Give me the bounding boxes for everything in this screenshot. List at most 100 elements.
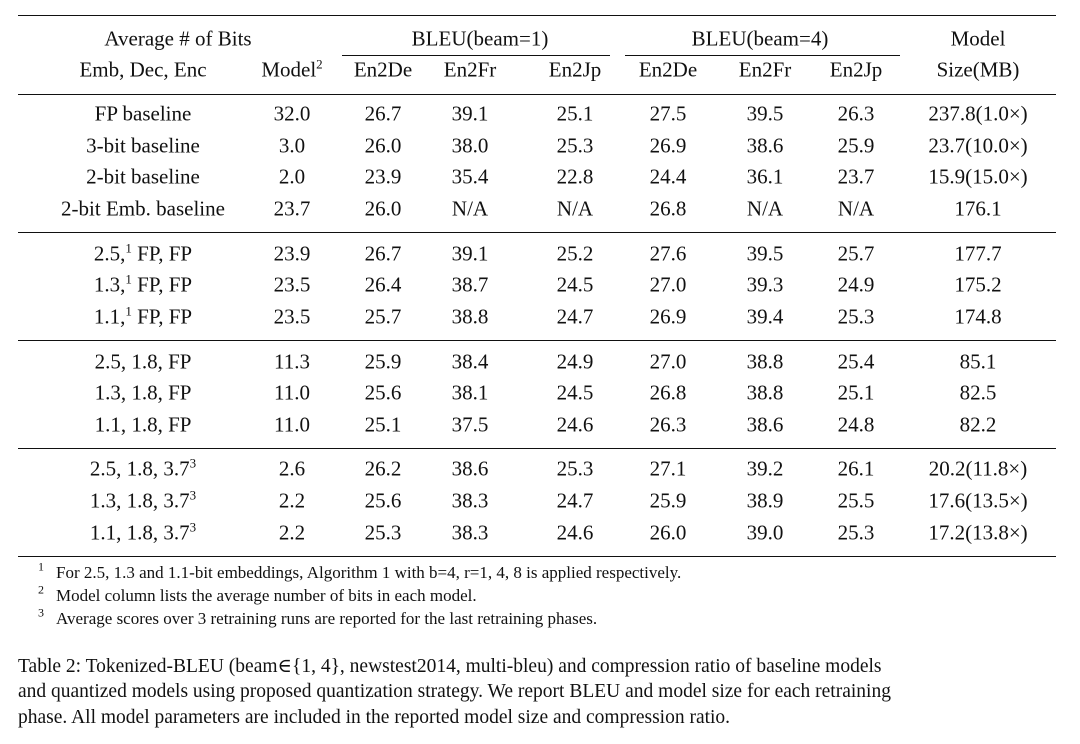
footnote-ref: 1 bbox=[125, 271, 132, 287]
table-cell: 11.0 bbox=[274, 380, 310, 405]
table-cell: 26.8 bbox=[649, 380, 687, 405]
table-cell: 1.1,1 FP, FP bbox=[93, 303, 193, 329]
table-cell: 2-bit baseline bbox=[86, 164, 200, 189]
table-cell: 25.6 bbox=[364, 380, 402, 405]
table-cell: 26.7 bbox=[364, 101, 402, 126]
column-header: En2Fr bbox=[738, 57, 792, 82]
table-cell: 25.7 bbox=[364, 304, 402, 329]
table-cell: 82.5 bbox=[959, 380, 997, 405]
table-cell: 24.7 bbox=[556, 488, 594, 513]
table-cell: 25.3 bbox=[837, 520, 875, 545]
table-cell: 26.7 bbox=[364, 241, 402, 266]
table-cell: 32.0 bbox=[273, 101, 311, 126]
table-cell: 26.1 bbox=[837, 456, 875, 481]
table-cell: 2.5,1 FP, FP bbox=[94, 240, 193, 266]
table-cell: 82.2 bbox=[959, 412, 997, 437]
table-cell: 26.0 bbox=[364, 133, 402, 158]
table-cell: 26.0 bbox=[649, 520, 687, 545]
column-header: En2De bbox=[638, 57, 698, 82]
table-cell: N/A bbox=[451, 196, 489, 221]
group-header: BLEU(beam=1) bbox=[411, 26, 549, 51]
table-cell: 39.1 bbox=[451, 241, 489, 266]
table-cell: 26.9 bbox=[649, 133, 687, 158]
table-cell: 176.1 bbox=[954, 196, 1002, 221]
table-cell: 1.3, 1.8, 3.73 bbox=[90, 489, 196, 512]
table-cell: 25.3 bbox=[837, 304, 875, 329]
table-cell: 38.0 bbox=[451, 133, 489, 158]
table-rule bbox=[625, 55, 900, 56]
table-cell: 1.3,1 FP, FP bbox=[93, 271, 193, 297]
cell-text: 1.1, 1.8, 3.7 bbox=[89, 520, 190, 545]
table-cell: 25.3 bbox=[364, 520, 402, 545]
table-cell: 38.6 bbox=[746, 133, 784, 158]
table-cell: 24.9 bbox=[837, 272, 875, 297]
table-cell: 25.7 bbox=[837, 241, 875, 266]
table-cell: 25.6 bbox=[364, 488, 402, 513]
footnote-ref: 3 bbox=[189, 455, 197, 471]
table-cell: 39.2 bbox=[746, 456, 784, 481]
table-rule bbox=[18, 447, 1056, 449]
column-header: En2Jp bbox=[829, 57, 883, 82]
table-cell: 26.3 bbox=[837, 101, 875, 126]
table-cell: 38.6 bbox=[746, 412, 784, 437]
table-cell: 17.6(13.5×) bbox=[928, 488, 1028, 513]
column-header: Size(MB) bbox=[936, 57, 1020, 82]
table-cell: 25.4 bbox=[837, 349, 875, 373]
footnote-ref: 3 bbox=[189, 519, 197, 535]
table-cell: 25.1 bbox=[364, 412, 402, 437]
footnote-ref: 1 bbox=[125, 240, 132, 256]
table-cell: 177.7 bbox=[954, 241, 1002, 266]
table-cell: 37.5 bbox=[451, 412, 489, 437]
footnote-ref: 1 bbox=[125, 303, 132, 319]
caption-line: Table 2: Tokenized-BLEU (beam∈{1, 4}, ne… bbox=[18, 656, 882, 677]
table-cell: 3.0 bbox=[278, 133, 306, 158]
cell-text: FP, FP bbox=[131, 272, 193, 297]
footnote-ref: 2 bbox=[316, 56, 323, 72]
table-cell: 23.9 bbox=[273, 241, 311, 266]
table-cell: 25.1 bbox=[556, 101, 594, 126]
cell-text: 1.1, bbox=[93, 304, 126, 329]
table-cell: 11.0 bbox=[274, 412, 310, 437]
cell-text: 1.3, bbox=[93, 272, 126, 297]
table-cell: N/A bbox=[746, 196, 784, 221]
table-rule bbox=[18, 15, 1056, 16]
group-header: Model bbox=[950, 26, 1006, 51]
footnote: Average scores over 3 retraining runs ar… bbox=[56, 609, 598, 628]
table-cell: 15.9(15.0×) bbox=[928, 164, 1028, 189]
table-cell: 2.2 bbox=[278, 520, 306, 545]
table-cell: 23.9 bbox=[364, 164, 402, 189]
table-cell: 23.5 bbox=[273, 304, 311, 329]
table-cell: 25.9 bbox=[364, 349, 402, 373]
caption-line: and quantized models using proposed quan… bbox=[18, 681, 891, 702]
table-cell: 39.3 bbox=[746, 272, 784, 297]
table-cell: 23.7 bbox=[273, 196, 311, 221]
table-cell: 174.8 bbox=[954, 304, 1002, 329]
table-cell: FP baseline bbox=[94, 101, 192, 126]
table-cell: 38.6 bbox=[451, 456, 489, 481]
table-cell: 24.9 bbox=[556, 349, 594, 373]
table-cell: 26.0 bbox=[364, 196, 402, 221]
table-cell: 27.1 bbox=[649, 456, 687, 481]
table-cell: 38.8 bbox=[746, 349, 784, 373]
table-cell: 24.6 bbox=[556, 520, 594, 545]
table-cell: 1.1, 1.8, FP bbox=[94, 412, 192, 437]
table-cell: 27.6 bbox=[649, 241, 687, 266]
group-header: Average # of Bits bbox=[104, 26, 252, 51]
table-cell: 24.6 bbox=[556, 412, 594, 437]
table-cell: 85.1 bbox=[959, 349, 997, 373]
table-cell: 20.2(11.8×) bbox=[928, 456, 1028, 481]
footnote: For 2.5, 1.3 and 1.1-bit embeddings, Alg… bbox=[56, 563, 682, 582]
cell-text: FP, FP bbox=[131, 304, 193, 329]
table-cell: 26.2 bbox=[364, 456, 402, 481]
caption-line: phase. All model parameters are included… bbox=[18, 707, 731, 728]
table-rule bbox=[18, 340, 1056, 341]
table-cell: 38.3 bbox=[451, 488, 489, 513]
group-header: BLEU(beam=4) bbox=[691, 26, 829, 51]
footnote-mark: 2 bbox=[38, 582, 44, 597]
table-cell: 25.9 bbox=[837, 133, 875, 158]
footnote-mark: 3 bbox=[38, 605, 44, 620]
column-header: En2Jp bbox=[548, 57, 602, 82]
table-cell: 2.0 bbox=[278, 164, 306, 189]
cell-text: FP, FP bbox=[131, 241, 193, 266]
table-cell: 2.2 bbox=[278, 488, 306, 513]
